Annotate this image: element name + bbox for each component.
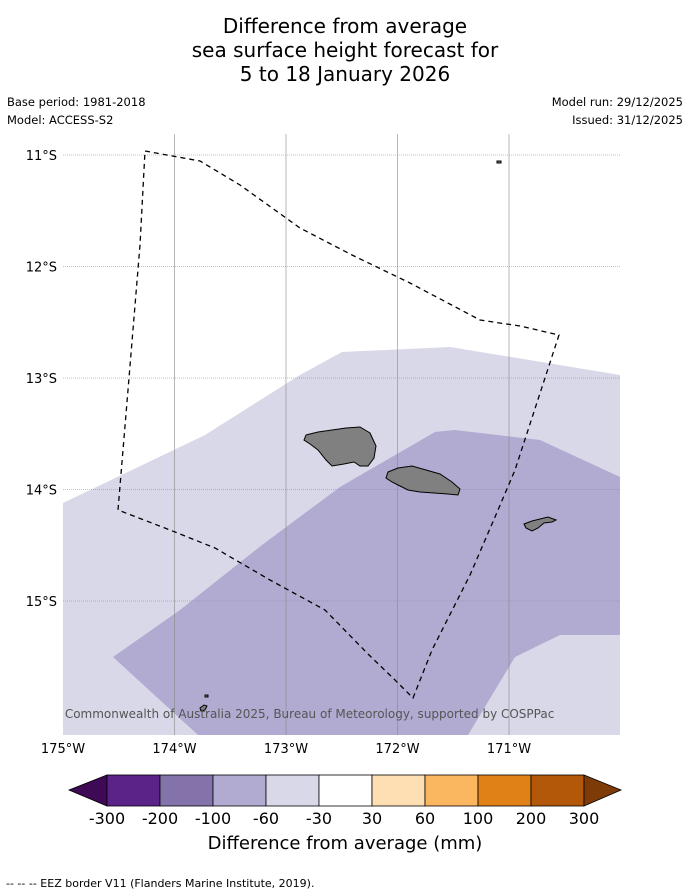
anomaly-region-mid [113, 430, 620, 735]
colorbar-swatch-6 [371, 774, 426, 807]
lat-label-14: 14°S [26, 484, 57, 499]
lon-label-173: 173°W [264, 742, 308, 757]
colorbar-swatch-2 [159, 774, 214, 807]
title-line-1: Difference from average [222, 14, 468, 38]
colorbar-tick-label: 60 [415, 809, 435, 828]
colorbar-tick-label: 30 [362, 809, 382, 828]
longitude-labels: 175°W 174°W 173°W 172°W 171°W [41, 742, 531, 757]
colorbar-tick-label: -100 [195, 809, 231, 828]
lat-label-15: 15°S [26, 595, 57, 610]
colorbar-tick-label: -200 [142, 809, 178, 828]
colorbar-swatch-5 [318, 774, 373, 807]
title-line-2: sea surface height forecast for [191, 38, 499, 62]
colorbar-tick-label: 100 [463, 809, 494, 828]
savaii-island [303, 426, 377, 467]
colorbar: -300 -200 -100 -60 -30 30 60 100 200 300 [67, 774, 623, 828]
colorbar-swatch-8 [477, 774, 532, 807]
model-label: Model: ACCESS-S2 [7, 113, 114, 127]
small-islet [204, 694, 209, 698]
tutuila-island [523, 516, 558, 532]
model-run-label: Model run: 29/12/2025 [551, 95, 683, 109]
colorbar-tick-label: 200 [516, 809, 547, 828]
eez-footnote: -- -- -- EEZ border V11 (Flanders Marine… [6, 877, 315, 890]
lat-label-11: 11°S [26, 149, 57, 164]
base-period-label: Base period: 1981-2018 [7, 95, 146, 109]
colorbar-tick-label: -60 [253, 809, 279, 828]
colorbar-swatch-7 [424, 774, 479, 807]
colorbar-tick-label: 300 [569, 809, 600, 828]
lat-label-13: 13°S [26, 372, 57, 387]
eez-border [117, 150, 560, 700]
title-line-3: 5 to 18 January 2026 [239, 62, 451, 86]
graticule [63, 134, 620, 735]
colorbar-extend-high [583, 774, 623, 807]
map-title: Difference from average sea surface heig… [0, 14, 690, 86]
lon-label-174: 174°W [152, 742, 196, 757]
upolu-island [385, 465, 461, 496]
land [199, 160, 558, 712]
latitude-labels: 11°S 12°S 13°S 14°S 15°S [26, 149, 57, 610]
lon-label-172: 172°W [375, 742, 419, 757]
aunuu-islet [496, 160, 502, 164]
colorbar-tick-label: -300 [89, 809, 125, 828]
colorbar-title: Difference from average (mm) [207, 833, 483, 854]
map-panel: © Commonwealth of Australia 2025, Bureau… [49, 134, 620, 735]
colorbar-swatch-1 [106, 774, 161, 807]
issued-label: Issued: 31/12/2025 [572, 113, 683, 127]
colorbar-swatch-3 [212, 774, 267, 807]
colorbar-tick-label: -30 [306, 809, 332, 828]
colorbar-extend-low [67, 774, 108, 807]
lon-label-171: 171°W [487, 742, 531, 757]
lat-label-12: 12°S [26, 261, 57, 276]
niuafoou-islet [199, 704, 208, 712]
lon-label-175: 175°W [41, 742, 85, 757]
colorbar-swatch-9 [530, 774, 585, 807]
colorbar-swatch-4 [265, 774, 320, 807]
copyright-notice: © Commonwealth of Australia 2025, Bureau… [49, 707, 554, 721]
